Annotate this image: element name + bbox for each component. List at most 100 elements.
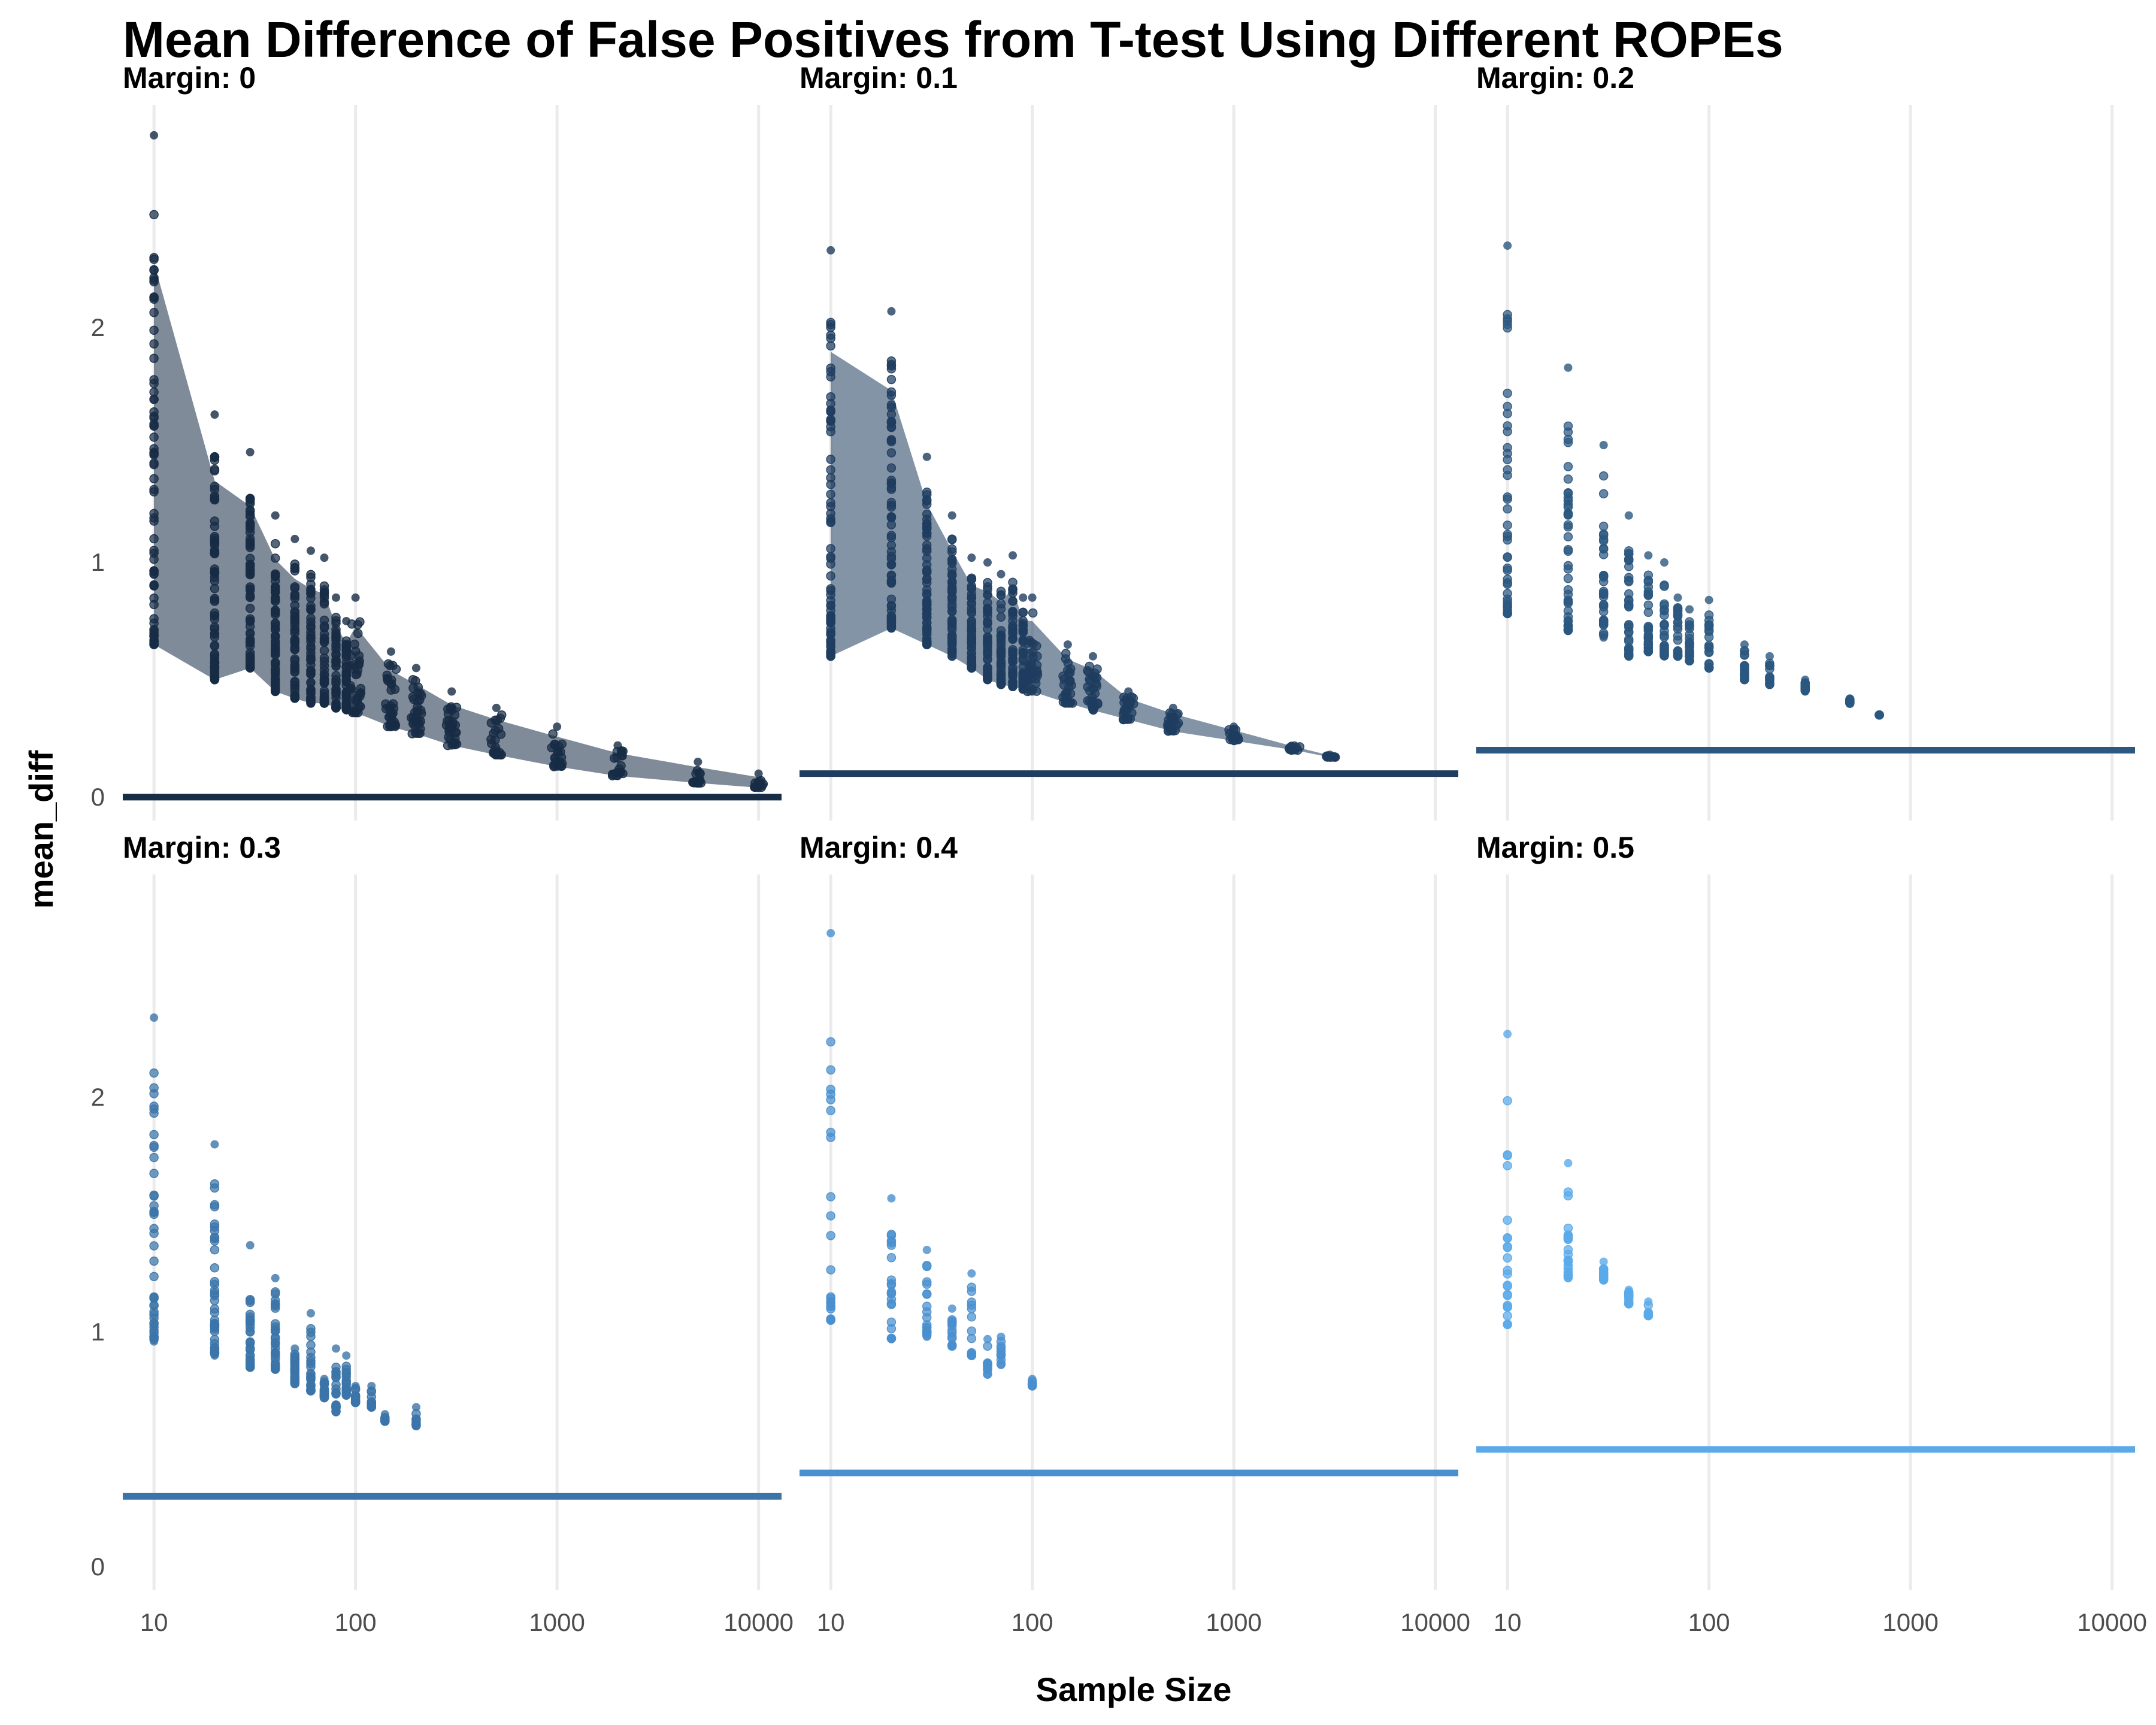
scatter-point: [149, 1089, 159, 1098]
scatter-point: [210, 1245, 220, 1255]
scatter-point: [332, 1344, 341, 1353]
scatter-point: [967, 1312, 977, 1322]
scatter-point: [1740, 667, 1749, 677]
facet-panel: Margin: 0.5 10 100 1000 10000: [1476, 831, 2147, 1636]
data-points: [149, 1013, 421, 1431]
scatter-point: [1563, 1234, 1573, 1243]
scatter-point: [1503, 1030, 1512, 1039]
scatter-point: [1673, 603, 1683, 613]
scatter-point: [1503, 579, 1512, 589]
scatter-point: [826, 246, 835, 255]
scatter-point: [922, 1245, 931, 1254]
scatter-point: [553, 722, 562, 731]
scatter-point: [149, 1241, 159, 1251]
data-points: [1503, 1030, 1654, 1330]
scatter-point: [826, 1037, 835, 1047]
scatter-point: [270, 1324, 280, 1334]
scatter-point: [1660, 652, 1669, 661]
scatter-point: [1563, 488, 1573, 498]
scatter-point: [947, 1325, 957, 1335]
scatter-point: [1643, 600, 1654, 610]
scatter-point: [967, 1269, 976, 1278]
scatter-point: [210, 410, 219, 419]
scatter-point: [826, 1211, 835, 1221]
x-axis-title: Sample Size: [1036, 1670, 1232, 1708]
scatter-point: [1598, 570, 1609, 580]
scatter-point: [149, 1256, 159, 1266]
scatter-point: [1088, 652, 1097, 661]
x-tick-label: 1000: [1206, 1608, 1261, 1636]
scatter-point: [1685, 617, 1694, 627]
scatter-point: [245, 1297, 255, 1308]
x-tick-label: 10: [140, 1608, 168, 1636]
scatter-point: [306, 1356, 316, 1366]
scatter-point: [271, 1273, 280, 1282]
data-points: [826, 928, 1037, 1391]
scatter-point: [1564, 626, 1573, 635]
scatter-point: [245, 1351, 255, 1361]
scatter-point: [342, 1391, 351, 1400]
scatter-point: [245, 1337, 255, 1348]
scatter-point: [886, 1280, 897, 1290]
scatter-point: [826, 1106, 835, 1115]
scatter-point: [353, 620, 363, 630]
scatter-point: [983, 558, 992, 567]
scatter-point: [1008, 577, 1018, 587]
scatter-point: [1028, 593, 1037, 602]
scatter-point: [922, 1313, 932, 1322]
y-tick-label: 2: [91, 313, 105, 341]
scatter-point: [1660, 641, 1669, 651]
scatter-point: [1563, 574, 1573, 583]
scatter-point: [983, 577, 992, 588]
scatter-point: [149, 1169, 159, 1178]
scatter-point: [331, 1372, 341, 1381]
scatter-point: [150, 1337, 159, 1346]
scatter-point: [886, 1230, 897, 1239]
scatter-point: [1598, 536, 1609, 546]
scatter-point: [886, 1288, 897, 1299]
scatter-point: [149, 1300, 159, 1310]
scatter-point: [246, 1241, 255, 1250]
scatter-point: [380, 1417, 389, 1426]
scatter-point: [210, 1285, 220, 1296]
scatter-point: [1503, 1281, 1512, 1290]
scatter-point: [1643, 622, 1654, 631]
scatter-point: [1564, 1273, 1573, 1282]
scatter-point: [947, 511, 956, 520]
x-tick-label: 100: [335, 1608, 377, 1636]
scatter-point: [1598, 607, 1609, 616]
scatter-point: [826, 1192, 835, 1202]
scatter-point: [1563, 564, 1573, 574]
scatter-point: [290, 534, 299, 543]
facet-panel: Margin: 0.1: [800, 61, 1458, 821]
scatter-point: [1624, 652, 1633, 661]
scatter-point: [380, 1410, 389, 1419]
x-tick-label: 10: [1494, 1608, 1522, 1636]
x-tick-label: 1000: [1882, 1608, 1938, 1636]
scatter-point: [826, 1133, 835, 1142]
scatter-point: [1063, 640, 1072, 649]
scatter-point: [1624, 554, 1634, 564]
scatter-point: [270, 1303, 280, 1313]
scatter-point: [271, 511, 280, 520]
scatter-point: [1624, 589, 1634, 599]
scatter-point: [1503, 1096, 1512, 1106]
x-tick-label: 100: [1688, 1608, 1730, 1636]
scatter-point: [411, 1403, 420, 1412]
scatter-point: [1503, 443, 1512, 453]
scatter-point: [1503, 1233, 1512, 1243]
scatter-point: [320, 1375, 329, 1384]
scatter-point: [210, 1222, 220, 1232]
x-tick-label: 100: [1012, 1608, 1053, 1636]
y-tick-label: 1: [91, 548, 105, 576]
scatter-point: [1685, 637, 1694, 647]
scatter-point: [1845, 699, 1854, 708]
scatter-point: [1644, 1297, 1653, 1306]
x-tick-label: 10000: [2077, 1608, 2147, 1636]
scatter-point: [996, 586, 1006, 597]
data-points: [826, 246, 1340, 762]
scatter-point: [1673, 652, 1682, 661]
scatter-point: [967, 553, 976, 562]
scatter-point: [245, 1317, 255, 1327]
scatter-point: [1660, 601, 1669, 610]
